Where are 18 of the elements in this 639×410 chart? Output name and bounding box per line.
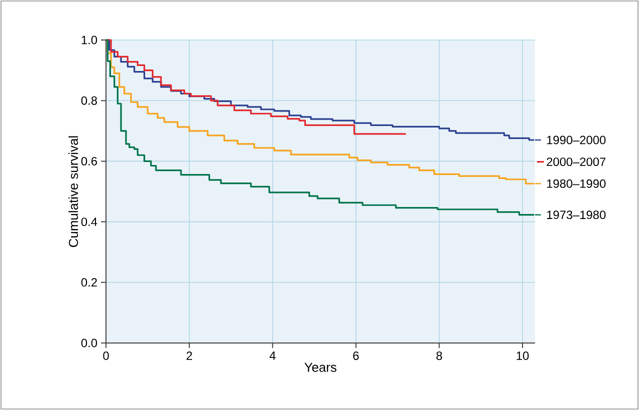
y-tick-label: 1.0	[82, 36, 98, 44]
legend-label: 1990–2000	[547, 136, 606, 144]
y-tick-label: 0.2	[81, 278, 97, 287]
x-tick-label: 6	[353, 352, 359, 360]
x-tick-label: 10	[516, 352, 529, 360]
x-axis-title: Years	[304, 362, 336, 372]
y-tick-label: 0.8	[81, 96, 97, 105]
x-tick-label: 0	[103, 352, 109, 360]
y-tick-label: 0.6	[81, 156, 97, 166]
legend-label: 1973–1980	[547, 210, 606, 220]
legend-label: 1980–1990	[547, 179, 606, 188]
y-tick-label: 0.0	[81, 338, 98, 348]
y-axis-title: Cumulative survival	[68, 136, 78, 247]
x-tick-label: 4	[270, 352, 276, 360]
x-tick-label: 8	[436, 352, 442, 360]
x-tick-label: 2	[186, 352, 192, 360]
legend-label: 2000–2007	[546, 158, 606, 166]
y-tick-label: 0.4	[81, 218, 98, 226]
